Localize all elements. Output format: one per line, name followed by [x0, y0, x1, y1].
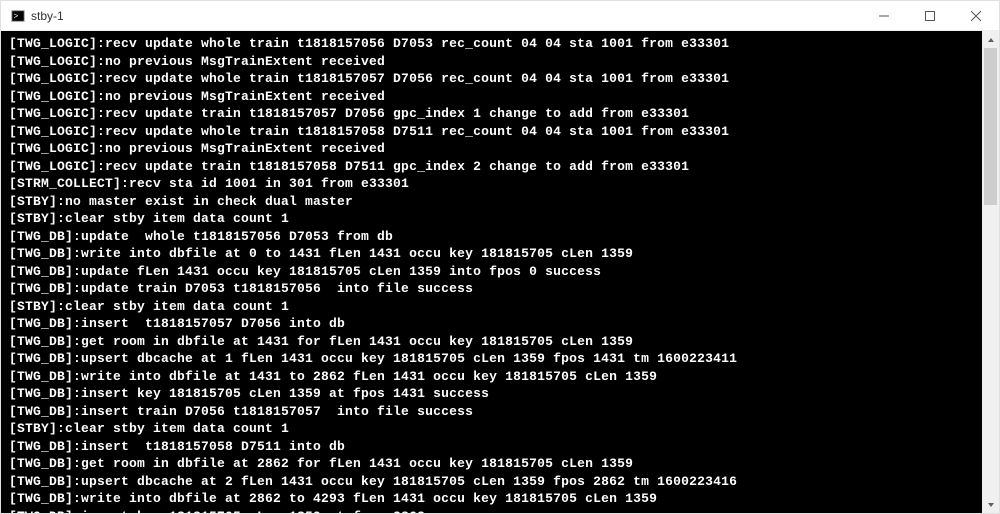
titlebar[interactable]: > stby-1 [1, 1, 999, 31]
log-line: [TWG_LOGIC]:no previous MsgTrainExtent r… [9, 53, 991, 71]
log-line: [TWG_DB]:upsert dbcache at 1 fLen 1431 o… [9, 350, 991, 368]
log-line: [TWG_DB]:update fLen 1431 occu key 18181… [9, 263, 991, 281]
log-line: [TWG_DB]:get room in dbfile at 1431 for … [9, 333, 991, 351]
log-container: [TWG_LOGIC]:recv update whole train t181… [9, 35, 991, 513]
log-line: [TWG_LOGIC]:recv update train t181815705… [9, 158, 991, 176]
scrollbar-thumb[interactable] [984, 48, 997, 205]
log-line: [TWG_DB]:update train D7053 t1818157056 … [9, 280, 991, 298]
log-line: [STBY]:no master exist in check dual mas… [9, 193, 991, 211]
log-line: [TWG_LOGIC]:no previous MsgTrainExtent r… [9, 140, 991, 158]
console-window: > stby-1 [TWG_LOGIC]:recv update whole t… [0, 0, 1000, 514]
log-line: [TWG_DB]:insert t1818157057 D7056 into d… [9, 315, 991, 333]
close-button[interactable] [953, 1, 999, 30]
log-line: [TWG_DB]:insert key 181815705 cLen 1359 … [9, 508, 991, 514]
log-line: [TWG_DB]:insert train D7056 t1818157057 … [9, 403, 991, 421]
log-line: [STRM_COLLECT]:recv sta id 1001 in 301 f… [9, 175, 991, 193]
minimize-button[interactable] [861, 1, 907, 30]
scrollbar-track[interactable] [982, 48, 999, 496]
log-line: [TWG_DB]:get room in dbfile at 2862 for … [9, 455, 991, 473]
log-line: [TWG_LOGIC]:no previous MsgTrainExtent r… [9, 88, 991, 106]
log-line: [TWG_DB]:upsert dbcache at 2 fLen 1431 o… [9, 473, 991, 491]
log-line: [TWG_DB]:write into dbfile at 0 to 1431 … [9, 245, 991, 263]
terminal-output[interactable]: [TWG_LOGIC]:recv update whole train t181… [1, 31, 999, 513]
window-controls [861, 1, 999, 30]
log-line: [TWG_DB]:write into dbfile at 2862 to 42… [9, 490, 991, 508]
window-title: stby-1 [31, 9, 861, 23]
log-line: [STBY]:clear stby item data count 1 [9, 420, 991, 438]
log-line: [TWG_DB]:insert t1818157058 D7511 into d… [9, 438, 991, 456]
log-line: [TWG_DB]:update whole t1818157056 D7053 … [9, 228, 991, 246]
scroll-down-arrow[interactable] [982, 496, 999, 513]
log-line: [TWG_LOGIC]:recv update whole train t181… [9, 70, 991, 88]
log-line: [TWG_LOGIC]:recv update whole train t181… [9, 123, 991, 141]
log-line: [STBY]:clear stby item data count 1 [9, 210, 991, 228]
maximize-button[interactable] [907, 1, 953, 30]
log-line: [STBY]:clear stby item data count 1 [9, 298, 991, 316]
console-icon: > [11, 9, 25, 23]
log-line: [TWG_LOGIC]:recv update train t181815705… [9, 105, 991, 123]
log-line: [TWG_LOGIC]:recv update whole train t181… [9, 35, 991, 53]
vertical-scrollbar[interactable] [982, 31, 999, 513]
svg-text:>: > [14, 11, 19, 20]
log-line: [TWG_DB]:insert key 181815705 cLen 1359 … [9, 385, 991, 403]
log-line: [TWG_DB]:write into dbfile at 1431 to 28… [9, 368, 991, 386]
scroll-up-arrow[interactable] [982, 31, 999, 48]
